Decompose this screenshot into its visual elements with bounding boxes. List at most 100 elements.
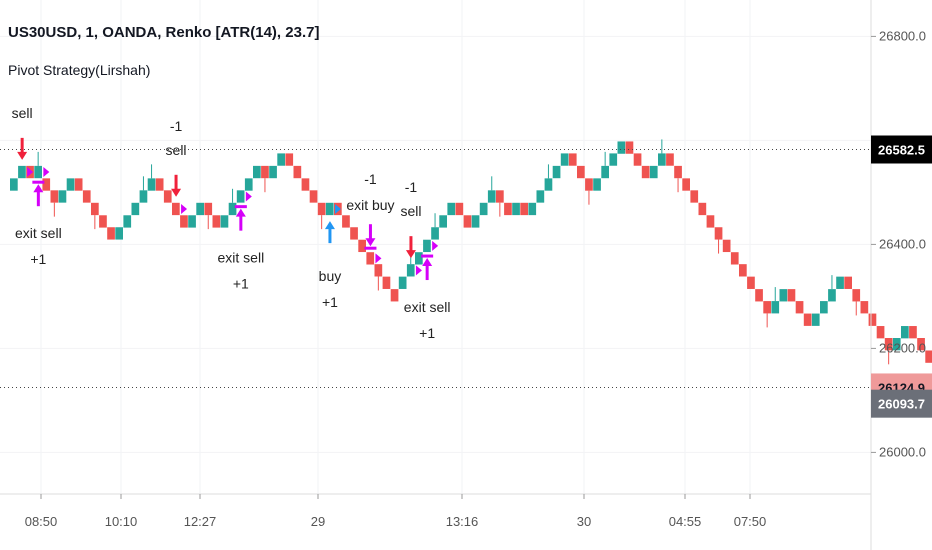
renko-brick-up <box>528 202 537 216</box>
renko-brick-up <box>220 215 229 228</box>
renko-brick-up <box>512 202 520 216</box>
renko-brick-up <box>188 215 196 228</box>
renko-brick-up <box>892 338 901 351</box>
renko-brick-up <box>601 165 609 179</box>
grid <box>0 0 871 494</box>
signal-arrow-head <box>324 221 335 230</box>
price-tag-bg <box>871 135 932 164</box>
renko-brick-up <box>593 178 601 191</box>
pivot-marker <box>334 203 341 214</box>
price-tag-mid: 26093.7 <box>871 389 932 418</box>
renko-brick-down <box>317 202 326 216</box>
renko-brick-down <box>91 202 99 216</box>
renko-brick-down <box>74 178 83 191</box>
signal-arrow-head <box>235 208 246 217</box>
renko-brick-down <box>455 202 464 216</box>
signal-label: +1 <box>322 294 338 310</box>
x-tick-label: 07:50 <box>734 514 767 529</box>
renko-brick-down <box>690 190 699 203</box>
signal-long_entry: buy +1 <box>319 203 342 310</box>
renko-brick-down <box>706 215 715 228</box>
renko-brick-down <box>293 165 302 179</box>
renko-brick-down <box>358 239 366 253</box>
renko-brick-down <box>212 215 221 228</box>
renko-brick-up <box>820 301 828 314</box>
renko-brick-up <box>811 313 820 326</box>
signal-exit_short: exit sell +1 <box>218 191 265 292</box>
renko-brick-down <box>285 153 294 166</box>
renko-brick-down <box>82 190 91 203</box>
pivot-marker <box>375 253 382 264</box>
renko-brick-up <box>836 276 844 289</box>
signal-arrow-head <box>405 250 416 259</box>
renko-brick-up <box>617 141 626 154</box>
renko-brick-up <box>58 190 67 203</box>
renko-brick-up <box>18 165 26 179</box>
renko-brick-up <box>487 190 496 203</box>
renko-brick-down <box>520 202 528 216</box>
renko-brick-down <box>390 289 399 302</box>
renko-brick-up <box>649 165 658 179</box>
y-tick-label: 26800.0 <box>879 28 926 43</box>
x-tick-label: 30 <box>577 514 591 529</box>
renko-brick-down <box>366 252 375 265</box>
signal-label: buy <box>319 268 342 284</box>
signal-label: sell <box>12 105 33 121</box>
renko-brick-down <box>739 264 747 277</box>
renko-brick-down <box>463 215 472 228</box>
renko-brick-up <box>34 165 42 179</box>
renko-brick-down <box>876 326 885 339</box>
renko-brick-down <box>261 165 269 179</box>
x-tick-label: 29 <box>311 514 325 529</box>
renko-brick-down <box>382 276 391 289</box>
renko-brick-down <box>925 350 932 363</box>
renko-brick-up <box>123 215 132 228</box>
renko-bricks <box>10 139 932 365</box>
renko-brick-down <box>852 289 861 302</box>
renko-brick-down <box>666 153 674 166</box>
renko-brick-down <box>909 326 917 339</box>
renko-brick-up <box>609 153 618 166</box>
pivot-marker <box>27 167 34 178</box>
chart-title: US30USD, 1, OANDA, Renko [ATR(14), 23.7] <box>8 24 320 41</box>
renko-brick-up <box>269 165 277 179</box>
renko-brick-down <box>795 301 804 314</box>
time-axis[interactable]: 08:50 10:10 12:27 29 13:16 30 04:55 07:50 <box>25 494 767 529</box>
renko-brick-up <box>552 165 561 179</box>
pivot-marker <box>43 167 50 178</box>
price-tag-label: 26093.7 <box>878 397 925 412</box>
signal-arrow-head <box>171 188 182 197</box>
renko-brick-down <box>180 215 188 228</box>
renko-brick-down <box>633 153 642 166</box>
signal-label: exit buy <box>346 197 394 213</box>
signal-label: +1 <box>233 276 249 292</box>
renko-brick-down <box>803 313 812 326</box>
renko-brick-down <box>917 338 925 351</box>
x-tick-label: 12:27 <box>184 514 217 529</box>
signal-exit_short: exit sell +1 <box>404 240 450 341</box>
renko-brick-up <box>658 153 666 166</box>
renko-brick-up <box>536 190 545 203</box>
signal-arrow-head <box>422 258 433 267</box>
renko-brick-down <box>42 178 51 191</box>
renko-brick-down <box>641 165 650 179</box>
price-tag-label: 26582.5 <box>878 143 925 158</box>
renko-brick-down <box>884 338 893 351</box>
renko-brick-down <box>674 165 682 179</box>
signal-label: sell <box>400 203 421 219</box>
renko-brick-down <box>504 202 512 216</box>
signal-arrow-head <box>17 151 28 160</box>
renko-brick-down <box>763 301 771 314</box>
y-tick-label: 26400.0 <box>879 236 926 251</box>
signal-label: exit sell <box>218 250 265 266</box>
renko-brick-down <box>747 276 755 289</box>
renko-brick-down <box>682 178 690 191</box>
renko-brick-down <box>496 190 504 203</box>
signal-exit_short: exit sell +1 <box>15 167 62 267</box>
signal-label: -1 <box>405 179 418 195</box>
renko-brick-down <box>577 165 585 179</box>
renko-brick-up <box>423 239 431 253</box>
renko-brick-up <box>139 190 148 203</box>
